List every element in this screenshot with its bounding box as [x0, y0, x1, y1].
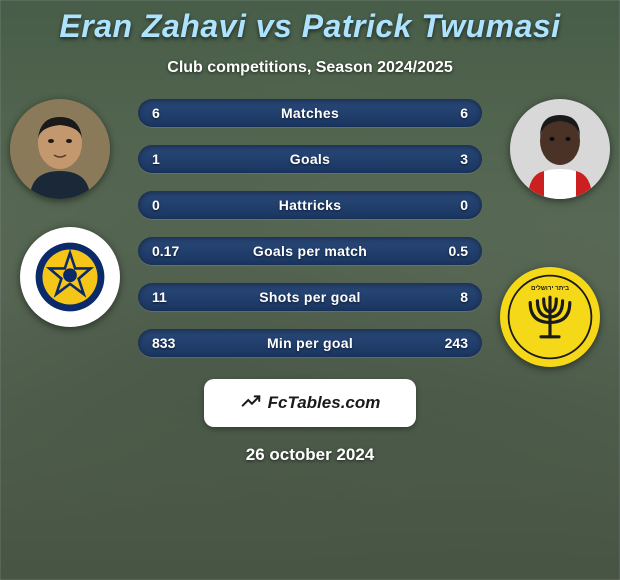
- stat-bar: 6 Matches 6: [138, 99, 482, 127]
- stat-label: Goals per match: [253, 243, 367, 259]
- content-wrapper: Eran Zahavi vs Patrick Twumasi Club comp…: [0, 0, 620, 580]
- stat-value-right: 0: [460, 197, 468, 213]
- stat-value-left: 1: [152, 151, 160, 167]
- stat-label: Hattricks: [279, 197, 342, 213]
- stat-value-left: 833: [152, 335, 175, 351]
- club-right-badge: ביתר ירושלים: [500, 267, 600, 367]
- stat-bar: 0 Hattricks 0: [138, 191, 482, 219]
- player-right-avatar: [510, 99, 610, 199]
- stat-label: Min per goal: [267, 335, 353, 351]
- stat-value-right: 6: [460, 105, 468, 121]
- comparison-title: Eran Zahavi vs Patrick Twumasi: [0, 8, 620, 45]
- stat-label: Shots per goal: [259, 289, 360, 305]
- club-left-badge: [20, 227, 120, 327]
- stat-label: Goals: [290, 151, 330, 167]
- stat-value-right: 3: [460, 151, 468, 167]
- stat-value-left: 11: [152, 289, 167, 305]
- stat-value-left: 0.17: [152, 243, 179, 259]
- svg-text:ביתר ירושלים: ביתר ירושלים: [531, 284, 569, 292]
- date-label: 26 october 2024: [0, 445, 620, 465]
- player-left-avatar: [10, 99, 110, 199]
- stat-value-right: 243: [445, 335, 468, 351]
- stat-label: Matches: [281, 105, 339, 121]
- main-area: ביתר ירושלים 6Matches61Goals30Hattricks0…: [0, 99, 620, 369]
- comparison-subtitle: Club competitions, Season 2024/2025: [0, 59, 620, 77]
- stat-bar: 1 Goals 3: [138, 145, 482, 173]
- fctables-badge: FcTables.com: [204, 379, 416, 427]
- stat-bar: 833 Min per goal 243: [138, 329, 482, 357]
- stat-value-left: 0: [152, 197, 160, 213]
- stat-value-right: 0.5: [449, 243, 468, 259]
- stat-bars: 6 Matches 6 1 Goals 3 0 Hattricks 0 0.17 Goals per…: [138, 99, 482, 357]
- chart-icon: [240, 390, 262, 417]
- fctables-label: FcTables.com: [268, 393, 381, 413]
- stat-bar: 0.17 Goals per match 0.5: [138, 237, 482, 265]
- stat-value-right: 8: [460, 289, 468, 305]
- stat-value-left: 6: [152, 105, 160, 121]
- stat-bar: 11 Shots per goal 8: [138, 283, 482, 311]
